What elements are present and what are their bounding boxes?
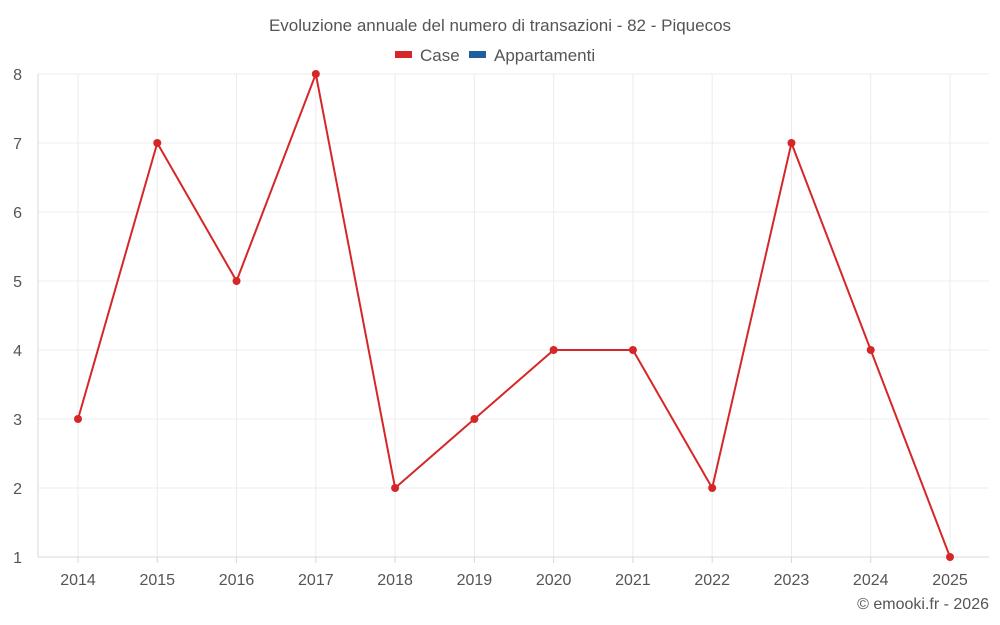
x-tick-label: 2024	[853, 572, 889, 589]
y-tick-label: 3	[13, 412, 22, 429]
x-tick-label: 2025	[932, 572, 968, 589]
x-tick-label: 2016	[219, 572, 255, 589]
chart-title: Evoluzione annuale del numero di transaz…	[269, 16, 731, 35]
y-tick-label: 6	[13, 205, 22, 222]
series-line-case	[77, 73, 951, 558]
x-tick-label: 2015	[139, 572, 175, 589]
series-layer	[77, 73, 951, 558]
credit-text: © emooki.fr - 2026	[857, 596, 989, 613]
data-point-case[interactable]	[708, 484, 717, 492]
data-point-case[interactable]	[866, 346, 875, 354]
data-point-case[interactable]	[311, 70, 320, 78]
legend-item-case[interactable]: Case	[395, 46, 460, 65]
data-point-case[interactable]	[391, 484, 400, 492]
x-tick-label: 2014	[60, 572, 96, 589]
data-point-case[interactable]	[549, 346, 558, 354]
data-point-case[interactable]	[628, 346, 637, 354]
x-tick-label: 2018	[377, 572, 413, 589]
x-tick-label: 2020	[536, 572, 572, 589]
legend-label-case: Case	[420, 46, 460, 65]
data-point-case[interactable]	[74, 415, 82, 423]
axes: 1 2 3 4 5 6 7 8 2014 2015 2016 2017 2018 2019 2020 2021…	[13, 67, 989, 589]
legend-swatch-case	[395, 51, 412, 58]
legend-item-appartamenti[interactable]: Appartamenti	[469, 46, 595, 65]
legend-label-appartamenti: Appartamenti	[494, 46, 595, 65]
y-tick-label: 5	[13, 274, 22, 291]
data-point-case[interactable]	[232, 277, 241, 285]
x-tick-label: 2023	[774, 572, 810, 589]
x-tick-label: 2017	[298, 572, 334, 589]
x-tick-label: 2022	[694, 572, 730, 589]
data-point-case[interactable]	[946, 553, 954, 561]
legend-swatch-appartamenti	[469, 51, 486, 58]
x-tick-label: 2019	[457, 572, 493, 589]
legend: Case Appartamenti	[395, 46, 595, 65]
y-tick-label: 4	[13, 343, 22, 360]
y-tick-label: 8	[13, 67, 22, 84]
grid-lines	[38, 73, 989, 557]
y-tick-label: 2	[13, 481, 22, 498]
y-tick-label: 7	[13, 136, 22, 153]
data-point-case[interactable]	[787, 139, 796, 147]
data-point-case[interactable]	[153, 139, 162, 147]
x-tick-label: 2021	[615, 572, 651, 589]
point-layer	[74, 70, 954, 561]
data-point-case[interactable]	[470, 415, 479, 423]
y-tick-label: 1	[13, 550, 22, 567]
